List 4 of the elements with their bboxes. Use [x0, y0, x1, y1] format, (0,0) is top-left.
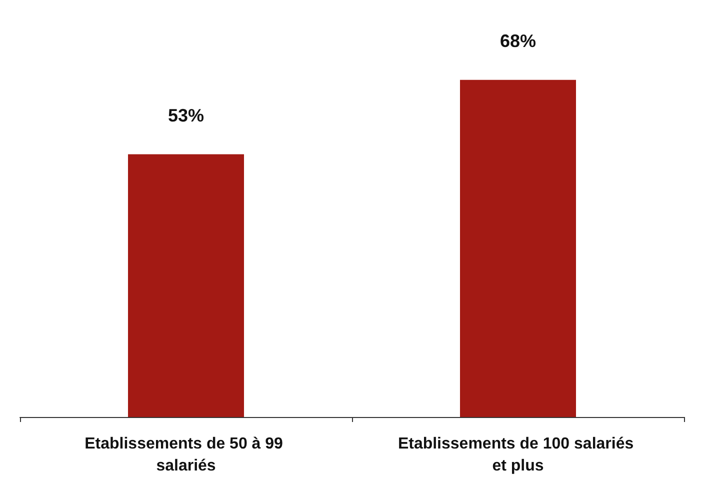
x-tick-label: Etablissements de 100 salariés et plus [398, 436, 638, 474]
x-tick-label: Etablissements de 50 à 99 salariés [84, 436, 288, 474]
data-label: 53% [168, 105, 204, 126]
data-label: 68% [500, 30, 536, 51]
